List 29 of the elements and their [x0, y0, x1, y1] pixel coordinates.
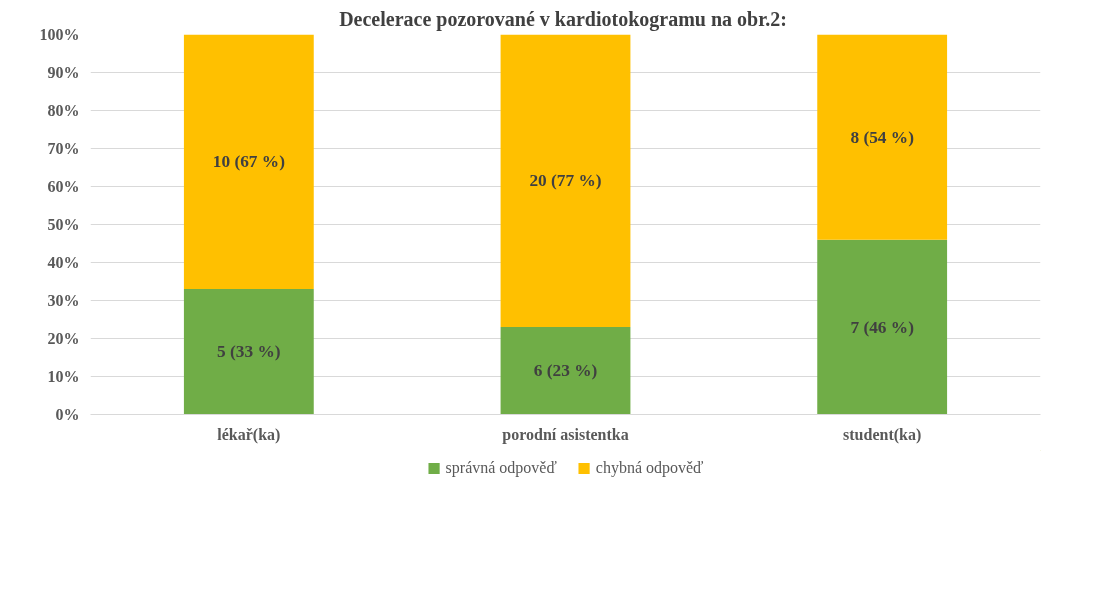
- data-label: 7 (46 %): [850, 317, 915, 337]
- bar: [183, 34, 314, 290]
- x-tick-label: lékař(ka): [217, 425, 281, 444]
- data-label: 8 (54 %): [850, 127, 915, 147]
- legend-label: chybná odpověď: [595, 458, 704, 477]
- y-tick-label: 50%: [47, 216, 80, 233]
- legend-label: správná odpověď: [445, 458, 557, 477]
- bar: [817, 34, 948, 240]
- chart-title: Decelerace pozorované v kardiotokogramu na obr.2:: [339, 7, 787, 31]
- bar: [500, 34, 631, 328]
- x-tick-label: student(ka): [843, 425, 922, 444]
- y-tick-label: 60%: [47, 178, 80, 195]
- y-tick-label: 0%: [55, 406, 80, 423]
- y-tick-label: 70%: [47, 140, 80, 157]
- y-tick-label: 100%: [39, 26, 80, 43]
- bar: [183, 289, 314, 415]
- data-label: 20 (77 %): [529, 171, 602, 191]
- y-tick-label: 90%: [47, 64, 80, 81]
- data-label: 6 (23 %): [533, 361, 598, 381]
- x-tick-label: porodní asistentka: [502, 425, 629, 444]
- y-tick-label: 20%: [47, 330, 80, 347]
- y-tick-label: 80%: [47, 102, 80, 119]
- data-label: 10 (67 %): [212, 152, 286, 172]
- y-tick-label: 40%: [47, 254, 80, 271]
- data-label: 5 (33 %): [217, 342, 281, 362]
- bar: [817, 239, 948, 415]
- y-tick-label: 10%: [47, 368, 80, 385]
- y-tick-label: 30%: [47, 292, 80, 309]
- bar: [500, 327, 631, 415]
